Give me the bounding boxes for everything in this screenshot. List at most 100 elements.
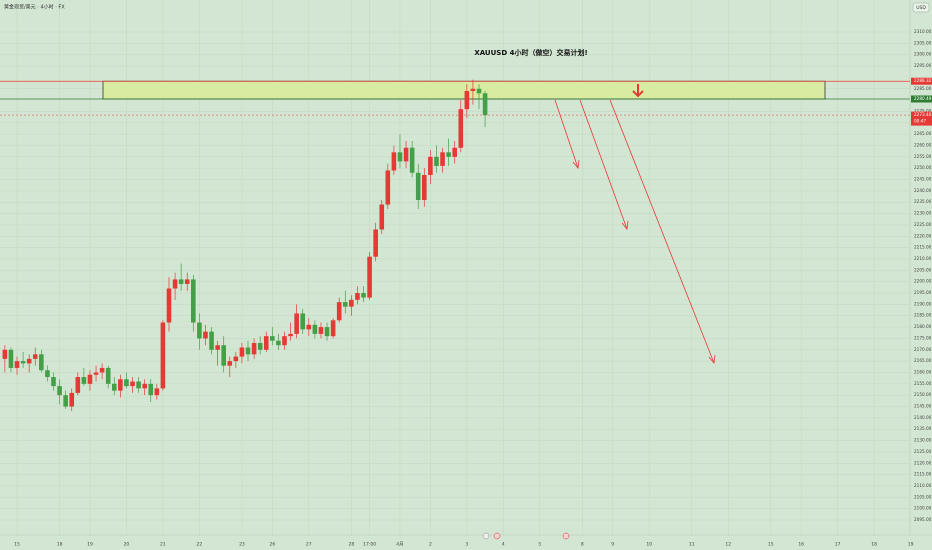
zone bbox=[0, 80, 910, 116]
arrow-line bbox=[609, 99, 715, 364]
price-label-box bbox=[911, 95, 932, 103]
event-icon bbox=[562, 532, 570, 540]
y-tick-label: 2195.00 bbox=[914, 290, 932, 295]
candle-body bbox=[361, 293, 366, 298]
x-tick-label: 17:00 bbox=[363, 542, 376, 548]
x-tick-label: 19 bbox=[87, 542, 93, 548]
candle-body bbox=[227, 361, 233, 366]
candle-body bbox=[99, 367, 105, 373]
y-tick-label: 2145.00 bbox=[914, 404, 932, 409]
y-tick-label: 2295.00 bbox=[914, 63, 932, 68]
candle-body bbox=[349, 299, 354, 307]
y-tick-label: 2185.00 bbox=[914, 313, 932, 318]
x-tick-label: 11 bbox=[689, 542, 695, 548]
candle-body bbox=[81, 377, 87, 384]
x-tick-label: 2 bbox=[429, 542, 432, 548]
candle-body bbox=[209, 331, 214, 350]
candle-body bbox=[215, 345, 220, 350]
candle-body bbox=[154, 388, 160, 396]
currency: USD bbox=[916, 5, 926, 11]
x-tick-label: 18 bbox=[57, 542, 63, 548]
y-tick-label: 2235.00 bbox=[914, 199, 932, 204]
candle-body bbox=[294, 313, 299, 334]
candle-body bbox=[288, 333, 293, 337]
candle-body bbox=[32, 354, 38, 359]
y-tick-label: 2095.00 bbox=[914, 517, 932, 522]
price-axis bbox=[910, 0, 932, 550]
y-tick-label: 2160.00 bbox=[914, 369, 932, 374]
y-tick-label: 2310.00 bbox=[914, 29, 932, 34]
price-label-box bbox=[911, 77, 932, 85]
candle-body bbox=[124, 379, 129, 387]
x-tick-label: 19 bbox=[908, 542, 914, 548]
x-tick-label: 26 bbox=[269, 542, 275, 548]
candle-body bbox=[233, 356, 239, 362]
candle-body bbox=[385, 170, 391, 205]
candle-body bbox=[397, 152, 403, 162]
axes: 2095.00 2100.00 2105.00 2110.00 2115.00 2120.… bbox=[14, 29, 932, 548]
y-tick-label: 2170.00 bbox=[914, 347, 932, 352]
candle-body bbox=[239, 347, 245, 357]
candle-body bbox=[130, 381, 135, 387]
x-tick-label: 3 bbox=[465, 542, 468, 548]
y-tick-label: 2300.00 bbox=[914, 52, 932, 57]
y-tick-label: 2190.00 bbox=[914, 301, 932, 306]
candle-body bbox=[336, 302, 342, 321]
candles bbox=[2, 79, 488, 412]
candle-body bbox=[464, 91, 470, 110]
y-tick-label: 2105.00 bbox=[914, 494, 932, 499]
y-tick-label: 2165.00 bbox=[914, 358, 932, 363]
x-tick-label: 4月 bbox=[396, 542, 403, 548]
candle-body bbox=[160, 322, 166, 389]
candle-body bbox=[342, 302, 348, 307]
supply-zone bbox=[102, 80, 826, 100]
candle-body bbox=[8, 349, 14, 368]
candle-body bbox=[263, 336, 269, 350]
arrow-line bbox=[554, 99, 579, 169]
candle-body bbox=[191, 279, 196, 323]
candle-body bbox=[403, 147, 409, 162]
symbol-info: 黄金现货/美元 · 4小时 · FX bbox=[4, 4, 65, 11]
candle-body bbox=[63, 395, 68, 407]
y-tick-label: 2100.00 bbox=[914, 506, 932, 511]
candle-body bbox=[318, 327, 324, 334]
candle-body bbox=[458, 109, 464, 148]
x-tick-label: 12 bbox=[725, 542, 731, 548]
event-icon bbox=[482, 532, 490, 540]
x-tick-label: 15 bbox=[14, 542, 20, 548]
y-tick-label: 2275.00 bbox=[914, 108, 932, 113]
candle-body bbox=[257, 342, 263, 350]
candle-body bbox=[184, 279, 190, 284]
x-tick-label: 21 bbox=[160, 542, 166, 548]
candle-body bbox=[45, 370, 50, 378]
candle-body bbox=[203, 331, 208, 339]
candle-body bbox=[324, 327, 330, 337]
candle-body bbox=[87, 374, 93, 384]
candle-body bbox=[306, 324, 312, 330]
candle-body bbox=[276, 340, 281, 346]
candle-body bbox=[312, 324, 318, 334]
y-tick-label: 2285.00 bbox=[914, 86, 932, 91]
x-tick-label: 4 bbox=[502, 542, 505, 548]
event-icons bbox=[482, 532, 570, 540]
candle-body bbox=[69, 392, 75, 407]
candle-body bbox=[2, 349, 8, 359]
y-tick-label: 2265.00 bbox=[914, 131, 932, 136]
price-label: 2288.32 bbox=[914, 78, 932, 83]
candle-body bbox=[51, 377, 56, 387]
candle-body bbox=[270, 336, 275, 341]
candle-body bbox=[136, 381, 141, 389]
candle-body bbox=[300, 313, 306, 330]
x-tick-label: 16 bbox=[798, 542, 804, 548]
price-label: 2280.49 bbox=[914, 96, 932, 101]
y-tick-label: 2155.00 bbox=[914, 381, 932, 386]
candle-body bbox=[379, 204, 385, 230]
price-label: 2273.40 bbox=[914, 112, 932, 117]
candle-body bbox=[476, 88, 482, 94]
x-tick-label: 28 bbox=[348, 542, 354, 548]
x-tick-label: 10 bbox=[646, 542, 652, 548]
y-tick-label: 2250.00 bbox=[914, 165, 932, 170]
y-tick-label: 2210.00 bbox=[914, 256, 932, 261]
candle-body bbox=[197, 322, 202, 339]
